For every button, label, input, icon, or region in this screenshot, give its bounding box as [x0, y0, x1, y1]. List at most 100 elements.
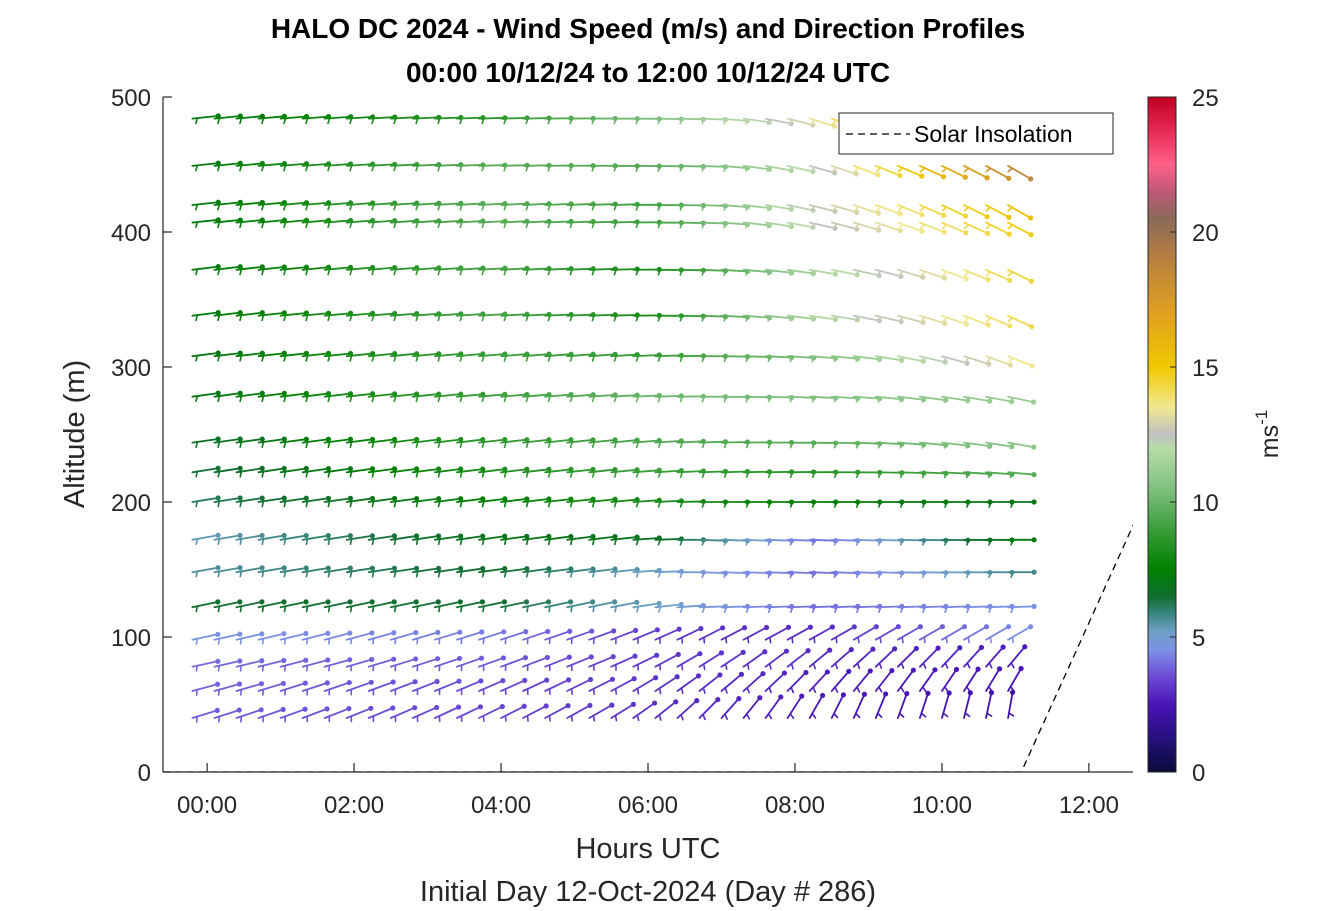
wind-barb	[301, 390, 332, 403]
wind-barb	[985, 689, 995, 719]
wind-barb	[544, 437, 574, 449]
wind-barb	[411, 704, 440, 723]
wind-barb	[566, 566, 596, 578]
wind-barb	[478, 599, 508, 613]
wind-barb	[257, 310, 287, 322]
wind-barb	[191, 264, 221, 276]
wind-barb	[323, 350, 354, 362]
x-axis-label: Hours UTC	[575, 833, 720, 865]
wind-barb	[411, 629, 441, 645]
wind-barb	[786, 669, 809, 694]
wind-barb	[433, 565, 464, 578]
wind-barb	[345, 391, 376, 403]
wind-barb	[456, 599, 485, 613]
wind-barb	[852, 668, 873, 693]
wind-barb	[786, 204, 816, 213]
wind-barb	[522, 654, 550, 672]
wind-barb	[367, 679, 396, 696]
wind-barb	[191, 565, 221, 578]
wind-barb	[257, 390, 287, 403]
wind-barb	[764, 117, 794, 127]
wind-barb	[632, 652, 660, 671]
wind-barb	[323, 391, 354, 403]
colorbar-unit-exponent: -1	[1252, 410, 1271, 425]
y-tick-label: 0	[138, 760, 151, 787]
wind-barb	[522, 496, 552, 508]
wind-barb	[279, 706, 308, 723]
wind-barb	[742, 649, 768, 670]
plot-area: 00:00 02:00 04:00 06:00 08:00 10:00 12:00 0 100…	[111, 85, 1133, 819]
wind-barb	[235, 599, 265, 613]
wind-barb	[456, 704, 484, 723]
wind-barb	[830, 647, 854, 670]
wind-barb	[257, 706, 286, 723]
wind-barb	[985, 644, 1006, 669]
wind-barbs	[191, 113, 1037, 723]
wind-barb	[367, 599, 397, 613]
wind-barb	[301, 264, 332, 276]
wind-barb	[1007, 221, 1034, 238]
wind-barb	[235, 681, 265, 696]
colorbar-ticks: 0 5 10 15 20 25	[1170, 85, 1219, 787]
x-tick-label: 06:00	[618, 792, 678, 819]
wind-barb	[279, 495, 309, 508]
wind-barb	[985, 164, 1012, 181]
wind-barb	[411, 656, 441, 672]
wind-barb	[411, 496, 442, 508]
wind-barb	[235, 631, 265, 645]
wind-barb	[433, 678, 462, 696]
wind-barb	[830, 624, 857, 644]
wind-barb	[566, 599, 596, 613]
wind-barb	[610, 627, 639, 645]
wind-barb	[456, 496, 486, 508]
wind-barb	[301, 350, 332, 362]
wind-barb	[389, 533, 420, 546]
wind-barb	[500, 566, 530, 578]
wind-barb	[522, 599, 552, 613]
wind-barb	[257, 495, 287, 508]
wind-barb	[213, 631, 243, 645]
wind-barb	[522, 628, 551, 645]
wind-barb	[323, 657, 353, 672]
x-tick-label: 04:00	[471, 792, 531, 819]
colorbar-unit: ms	[1256, 425, 1284, 458]
wind-barb	[213, 599, 243, 613]
wind-barb	[874, 314, 904, 325]
wind-barb	[279, 680, 308, 696]
wind-barb	[1007, 569, 1037, 579]
wind-barb	[433, 496, 464, 508]
wind-barb	[456, 678, 484, 696]
wind-barb	[918, 268, 948, 281]
wind-barb	[676, 651, 703, 671]
wind-barb	[985, 314, 1013, 329]
wind-barb	[941, 690, 952, 719]
wind-barb	[301, 436, 332, 448]
wind-barb	[345, 679, 374, 696]
wind-barb	[213, 565, 243, 578]
wind-barb	[654, 601, 684, 613]
wind-barb	[345, 599, 375, 613]
wind-barb	[1007, 603, 1037, 613]
wind-barb	[301, 495, 331, 508]
wind-barb	[985, 268, 1013, 284]
wind-barb	[235, 532, 265, 546]
wind-barb	[566, 676, 594, 695]
wind-barb	[786, 693, 805, 719]
wind-barb	[1007, 537, 1037, 546]
wind-barb	[808, 164, 838, 176]
wind-barb	[257, 680, 287, 696]
wind-barb	[213, 707, 242, 723]
wind-barb	[941, 221, 969, 236]
wind-barb	[279, 630, 309, 645]
wind-barb	[478, 437, 508, 449]
wind-barb	[323, 533, 353, 546]
wind-barb	[654, 674, 680, 695]
wind-barb	[963, 644, 985, 669]
wind-barb	[235, 465, 265, 478]
wind-barb	[389, 656, 419, 672]
wind-barb	[764, 648, 790, 670]
wind-barb	[323, 679, 352, 696]
wind-barb	[279, 436, 309, 448]
wind-barb	[323, 466, 354, 478]
wind-barb	[456, 436, 486, 449]
